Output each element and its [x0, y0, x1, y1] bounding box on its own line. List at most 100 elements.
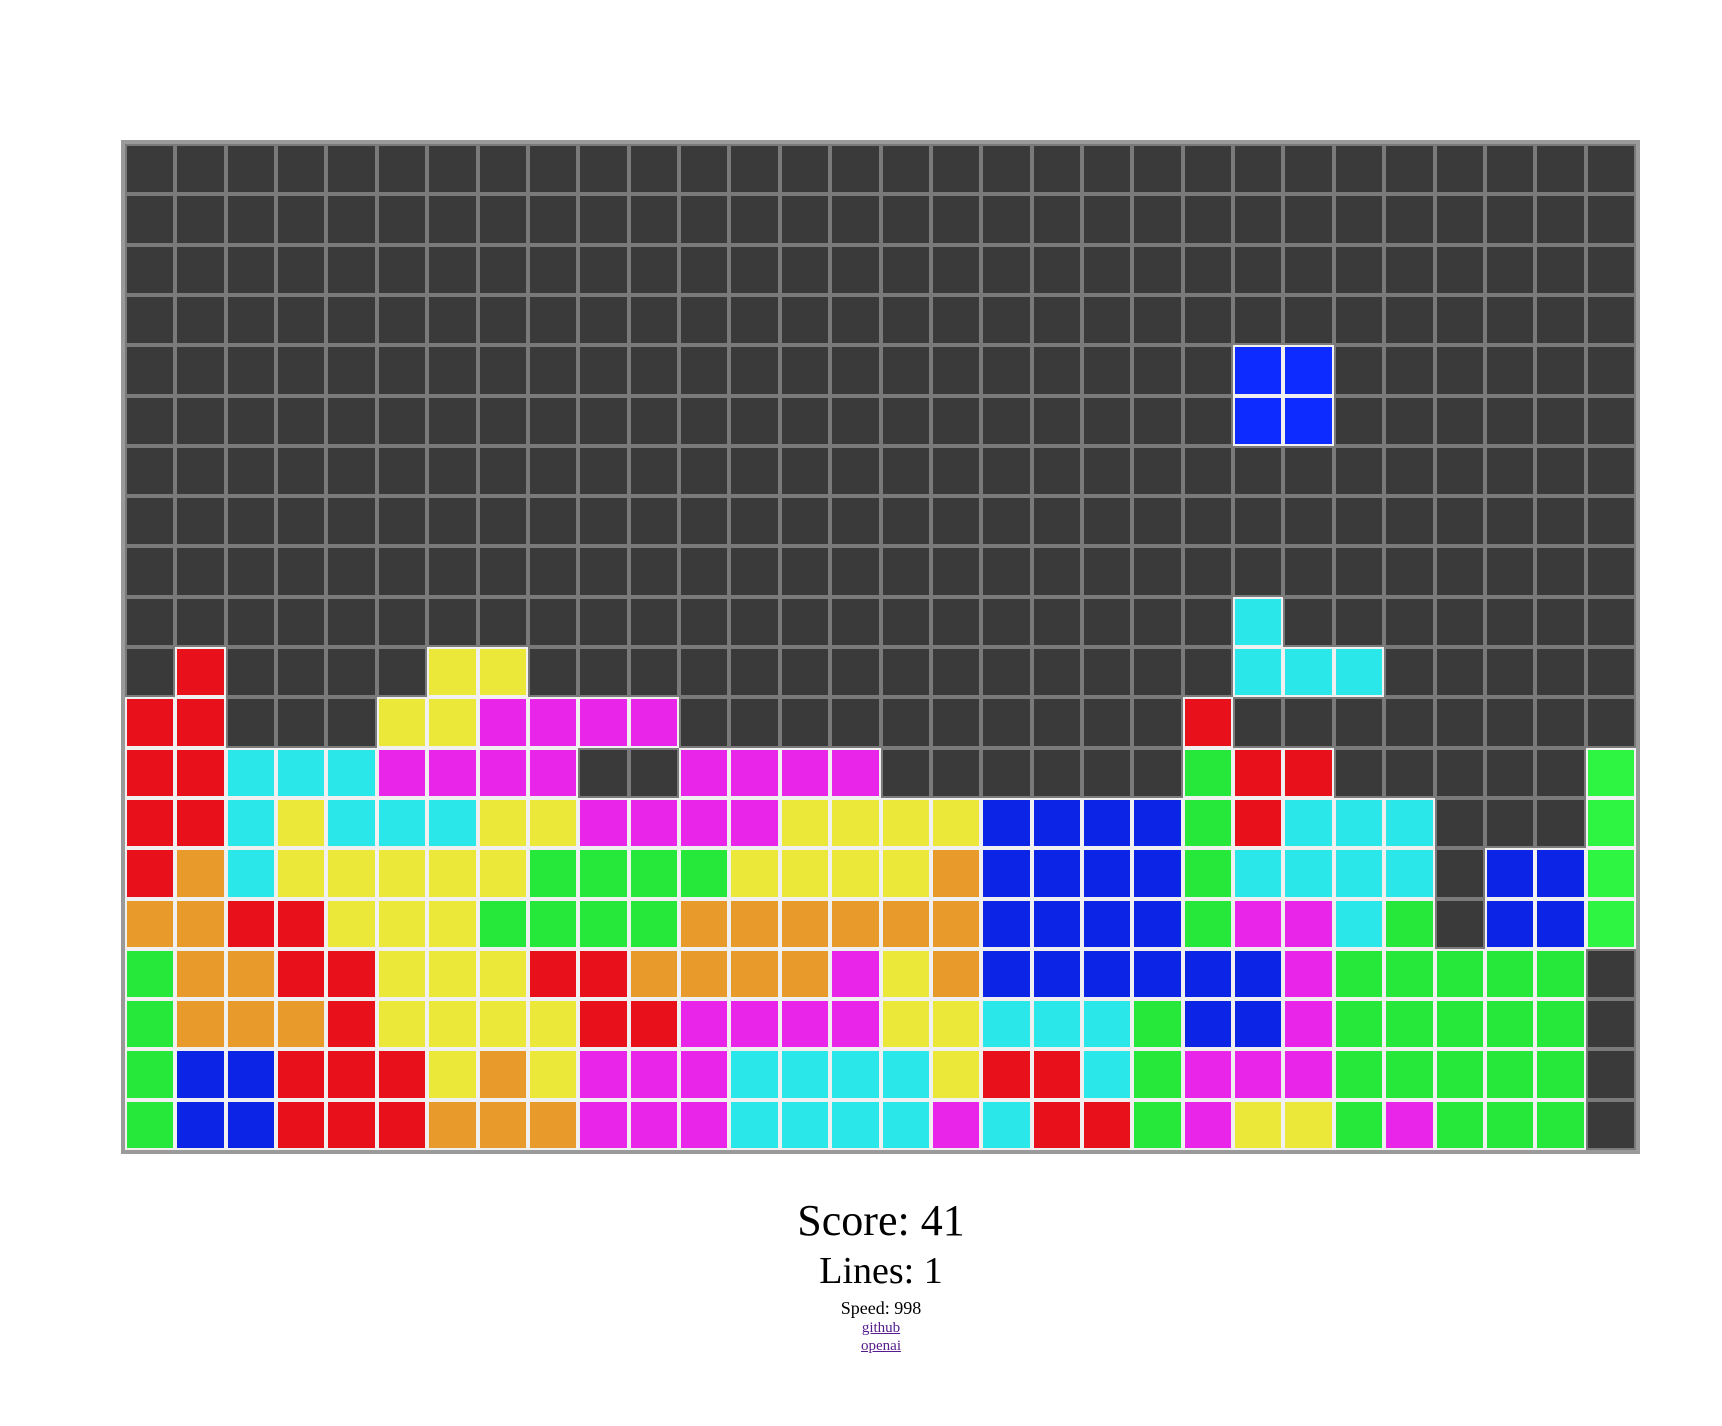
block-green	[1485, 1100, 1535, 1150]
empty-cell	[427, 446, 478, 496]
empty-cell	[226, 647, 276, 697]
empty-cell	[1435, 295, 1485, 345]
block-yellow	[276, 848, 326, 899]
empty-cell	[1132, 194, 1183, 245]
block-red	[125, 697, 175, 748]
empty-cell	[881, 647, 931, 697]
empty-cell	[175, 295, 226, 345]
block-cyan	[226, 848, 276, 899]
empty-cell	[629, 345, 679, 396]
empty-cell	[276, 396, 326, 446]
block-cyan	[1032, 999, 1082, 1049]
block-magenta	[830, 748, 881, 798]
empty-cell	[276, 647, 326, 697]
empty-cell	[780, 396, 830, 446]
block-cyan	[1334, 647, 1384, 697]
block-orange	[931, 848, 981, 899]
empty-cell	[931, 295, 981, 345]
empty-cell	[729, 245, 780, 295]
block-cyan	[377, 798, 427, 848]
block-red	[175, 798, 226, 848]
empty-cell	[629, 496, 679, 546]
empty-cell	[1032, 295, 1082, 345]
empty-cell	[931, 345, 981, 396]
block-magenta	[629, 1100, 679, 1150]
block-yellow	[377, 697, 427, 748]
openai-link[interactable]: openai	[861, 1338, 901, 1354]
block-lime	[1586, 748, 1636, 798]
empty-cell	[1132, 597, 1183, 647]
github-link[interactable]: github	[861, 1320, 901, 1336]
block-magenta	[679, 1049, 729, 1100]
empty-cell	[326, 245, 377, 295]
empty-cell	[1032, 144, 1082, 194]
block-yellow	[478, 999, 528, 1049]
block-red	[1032, 1100, 1082, 1150]
block-magenta	[578, 697, 629, 748]
block-green	[125, 949, 175, 999]
block-magenta	[578, 1049, 629, 1100]
block-yellow	[377, 848, 427, 899]
empty-cell	[125, 245, 175, 295]
empty-cell	[377, 194, 427, 245]
block-orange	[931, 949, 981, 999]
block-yellow	[276, 798, 326, 848]
empty-cell	[175, 345, 226, 396]
empty-cell	[1183, 597, 1233, 647]
empty-cell	[1082, 446, 1132, 496]
block-orange	[528, 1100, 578, 1150]
block-magenta	[478, 697, 528, 748]
block-green	[1485, 999, 1535, 1049]
empty-cell	[1435, 345, 1485, 396]
empty-cell	[1535, 144, 1586, 194]
empty-cell	[175, 245, 226, 295]
empty-cell	[981, 194, 1032, 245]
game-board[interactable]	[121, 140, 1640, 1154]
empty-cell	[1435, 647, 1485, 697]
empty-cell	[830, 194, 881, 245]
block-blue	[1132, 949, 1183, 999]
empty-cell	[326, 446, 377, 496]
empty-cell	[981, 345, 1032, 396]
block-orange	[478, 1049, 528, 1100]
empty-cell	[276, 345, 326, 396]
empty-cell	[1485, 546, 1535, 597]
empty-cell	[1485, 496, 1535, 546]
empty-cell	[1384, 597, 1435, 647]
empty-cell	[981, 697, 1032, 748]
empty-cell	[629, 144, 679, 194]
block-blue	[1183, 949, 1233, 999]
block-green	[1183, 899, 1233, 949]
empty-cell	[1183, 245, 1233, 295]
empty-cell	[478, 144, 528, 194]
block-yellow	[478, 949, 528, 999]
empty-cell	[1183, 345, 1233, 396]
block-orange	[125, 899, 175, 949]
empty-cell	[175, 446, 226, 496]
empty-cell	[629, 245, 679, 295]
block-blue	[1485, 899, 1535, 949]
empty-cell	[1586, 949, 1636, 999]
block-cyan	[881, 1049, 931, 1100]
falling-block-active-blue	[1233, 396, 1283, 446]
block-magenta	[1283, 999, 1334, 1049]
empty-cell	[629, 396, 679, 446]
block-red	[1032, 1049, 1082, 1100]
block-magenta	[528, 697, 578, 748]
empty-cell	[226, 295, 276, 345]
empty-cell	[578, 245, 629, 295]
block-magenta	[1183, 1100, 1233, 1150]
empty-cell	[175, 496, 226, 546]
empty-cell	[931, 245, 981, 295]
empty-cell	[427, 546, 478, 597]
block-magenta	[729, 999, 780, 1049]
empty-cell	[427, 295, 478, 345]
empty-cell	[679, 194, 729, 245]
empty-cell	[679, 245, 729, 295]
empty-cell	[780, 496, 830, 546]
empty-cell	[629, 597, 679, 647]
empty-cell	[326, 546, 377, 597]
empty-cell	[629, 295, 679, 345]
empty-cell	[1586, 1100, 1636, 1150]
empty-cell	[125, 396, 175, 446]
